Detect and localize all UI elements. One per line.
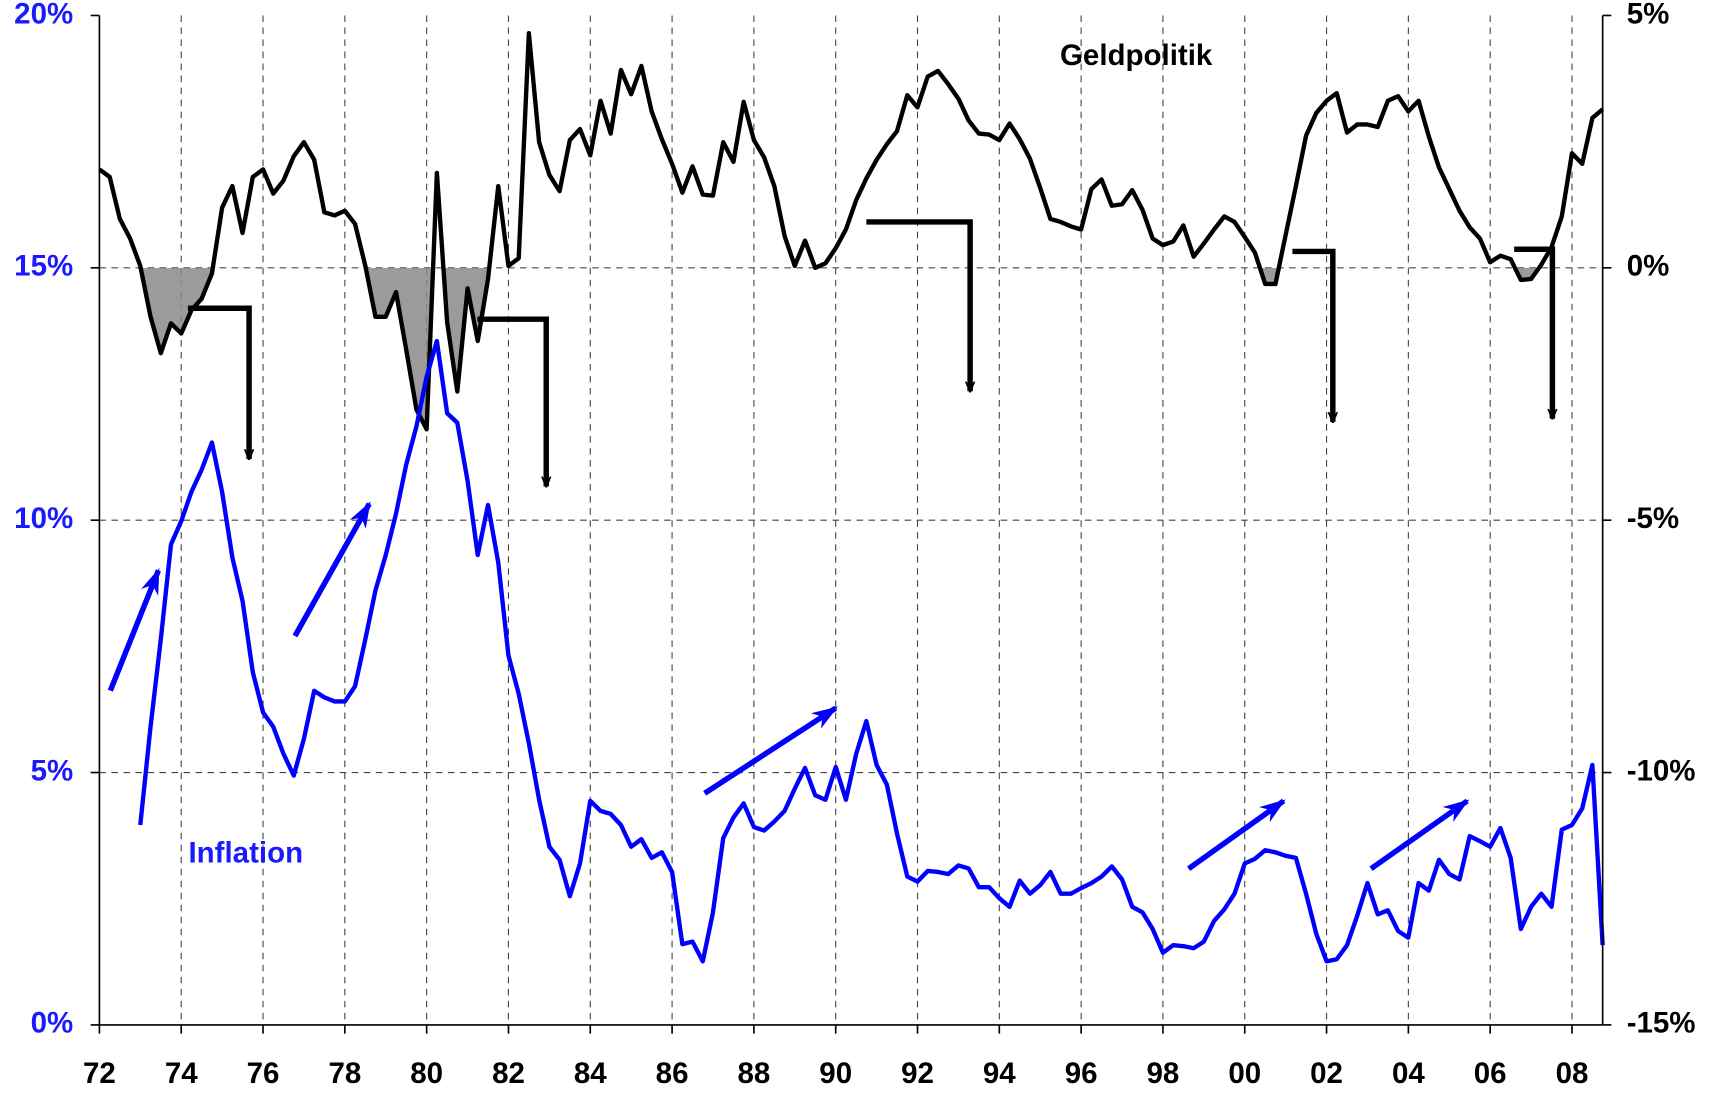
x-tick-label: 74 [165,1057,198,1090]
series-label: Geldpolitik [1060,39,1213,72]
x-tick-label: 90 [819,1057,852,1090]
x-tick-label: 96 [1065,1057,1098,1090]
annotation-arrows [187,219,1553,486]
arrow [477,316,546,486]
x-tick-label: 78 [328,1057,361,1090]
arrow [107,568,161,692]
grid [99,15,1603,1025]
y-tick-label: 10% [14,502,73,535]
x-tick-label: 94 [983,1057,1016,1090]
x-tick-label: 98 [1147,1057,1180,1090]
x-tick-label: 88 [737,1057,770,1090]
x-tick-label: 02 [1310,1057,1343,1090]
y2-tick-label: -5% [1627,502,1679,535]
arrow [703,705,838,796]
arrow [1369,798,1470,871]
axes: 72 74 76 78 80 82 84 86 88 90 92 94 96 98 00 02 04 06 08 0%… [14,0,1695,1090]
arrow [866,219,970,391]
y-tick-label: 5% [31,754,74,787]
series-line [98,30,1605,432]
y-tick-label: 20% [14,0,73,30]
x-tick-label: 00 [1228,1057,1261,1090]
y2-tick-label: 0% [1627,250,1670,283]
y-tick-label: 0% [31,1007,74,1040]
x-tick-label: 82 [492,1057,525,1090]
x-tick-label: 84 [574,1057,607,1090]
arrow [1514,246,1552,418]
y-tick-label: 15% [14,250,73,283]
y2-tick-label: 5% [1627,0,1670,30]
trend-arrows [107,501,1470,871]
arrow [292,501,372,638]
lines [98,30,1605,964]
x-tick-label: 04 [1392,1057,1425,1090]
y2-tick-label: -15% [1627,1007,1696,1040]
x-tick-label: 86 [656,1057,689,1090]
series-label: Inflation [188,836,303,869]
x-tick-label: 80 [410,1057,443,1090]
series-line [138,338,1605,964]
shading [99,267,1603,430]
arrow [1187,798,1286,871]
x-tick-label: 72 [83,1057,116,1090]
x-tick-label: 06 [1474,1057,1507,1090]
y2-tick-label: -10% [1627,754,1696,787]
arrow [187,305,249,459]
negative-area [99,267,1603,430]
x-tick-label: 08 [1556,1057,1589,1090]
x-tick-label: 92 [901,1057,934,1090]
x-tick-label: 76 [247,1057,280,1090]
arrow [1292,248,1332,421]
